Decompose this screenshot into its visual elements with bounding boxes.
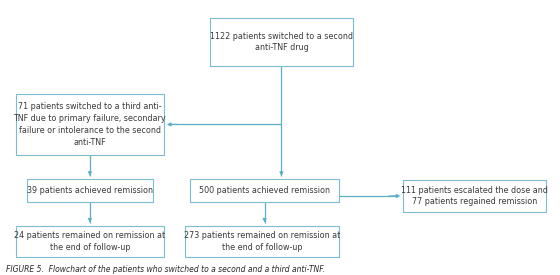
FancyBboxPatch shape [16, 94, 164, 155]
Text: 111 patients escalated the dose and
77 patients regained remission: 111 patients escalated the dose and 77 p… [401, 186, 548, 206]
Text: FIGURE 5.  Flowchart of the patients who switched to a second and a third anti-T: FIGURE 5. Flowchart of the patients who … [6, 265, 325, 274]
Text: 1122 patients switched to a second
anti-TNF drug: 1122 patients switched to a second anti-… [210, 32, 353, 52]
FancyBboxPatch shape [190, 179, 339, 202]
Text: 273 patients remained on remission at
the end of follow-up: 273 patients remained on remission at th… [184, 231, 340, 252]
FancyBboxPatch shape [185, 226, 339, 257]
Text: 24 patients remained on remission at
the end of follow-up: 24 patients remained on remission at the… [15, 231, 165, 252]
Text: 500 patients achieved remission: 500 patients achieved remission [199, 186, 330, 195]
FancyBboxPatch shape [16, 226, 164, 257]
Text: 39 patients achieved remission: 39 patients achieved remission [27, 186, 153, 195]
Text: 71 patients switched to a third anti-
TNF due to primary failure, secondary
fail: 71 patients switched to a third anti- TN… [13, 102, 166, 147]
FancyBboxPatch shape [403, 180, 546, 212]
FancyBboxPatch shape [210, 18, 353, 66]
FancyBboxPatch shape [27, 179, 153, 202]
